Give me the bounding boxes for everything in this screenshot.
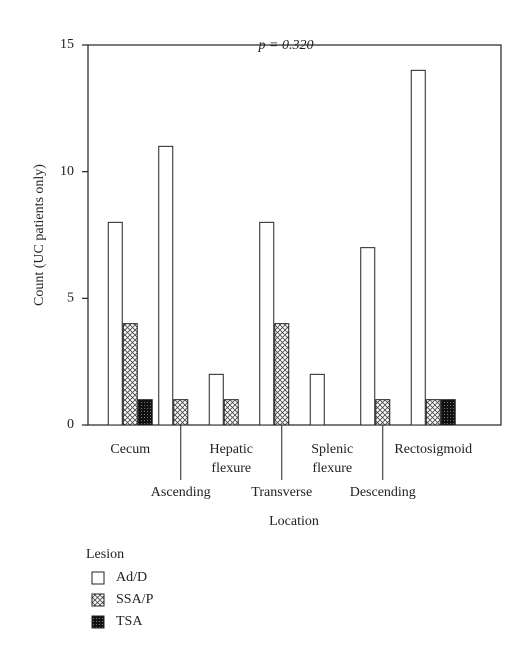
y-tick-label: 0 <box>67 417 74 432</box>
bar <box>410 69 426 426</box>
legend-swatch <box>91 615 105 629</box>
x-tick-label: Transverse <box>251 485 312 500</box>
bar <box>137 399 153 426</box>
bar <box>223 399 239 426</box>
y-tick-label: 5 <box>67 291 74 306</box>
bar <box>107 221 123 426</box>
bar <box>122 323 138 426</box>
legend-swatch <box>91 571 105 585</box>
bar <box>173 399 189 426</box>
bar <box>360 247 376 426</box>
bar <box>259 221 275 426</box>
y-axis-label: Count (UC patients only) <box>32 164 47 306</box>
bar <box>274 323 290 426</box>
bar <box>375 399 391 426</box>
legend-label: Ad/D <box>116 570 147 585</box>
plot-frame <box>87 44 502 426</box>
x-tick-label: Splenic flexure <box>311 442 353 476</box>
legend-label: TSA <box>116 614 143 629</box>
annotation: p = 0.320 <box>258 38 314 53</box>
bar <box>208 373 224 426</box>
x-tick-label: Cecum <box>110 442 150 457</box>
x-axis-label: Location <box>269 514 319 529</box>
bar <box>158 145 174 426</box>
x-tick-label: Hepatic flexure <box>209 442 253 476</box>
y-tick-label: 10 <box>60 164 74 179</box>
legend-swatch <box>91 593 105 607</box>
y-tick-label: 15 <box>60 37 74 52</box>
bar <box>440 399 456 426</box>
bar <box>309 373 325 426</box>
legend-label: SSA/P <box>116 592 154 607</box>
x-tick-label: Descending <box>350 485 416 500</box>
x-tick-label: Ascending <box>151 485 211 500</box>
legend-title: Lesion <box>86 547 124 562</box>
bar <box>425 399 441 426</box>
x-tick-label: Rectosigmoid <box>394 442 472 457</box>
